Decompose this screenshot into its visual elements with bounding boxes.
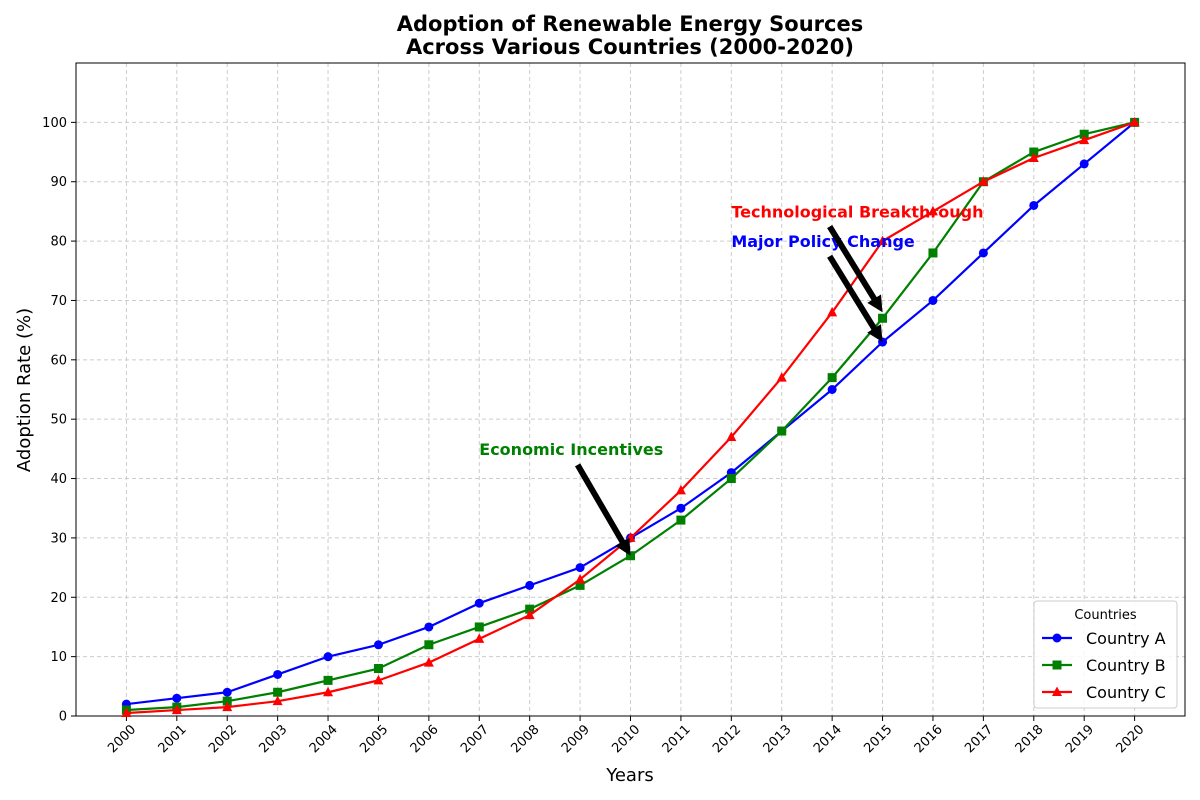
series-country-c <box>121 116 1140 718</box>
legend-title: Countries <box>1074 608 1137 623</box>
y-tick-label: 50 <box>50 413 67 428</box>
data-point-country-c <box>726 431 737 441</box>
data-point-country-a <box>928 295 938 305</box>
y-tick-label: 30 <box>50 531 67 546</box>
data-point-country-c <box>877 235 888 246</box>
legend-box <box>1033 600 1178 709</box>
data-point-country-b <box>878 313 888 323</box>
series-group <box>121 116 1140 718</box>
data-point-country-c <box>1129 116 1140 127</box>
y-tick-label: 90 <box>50 175 67 190</box>
data-point-country-c <box>1028 152 1039 162</box>
data-point-country-c <box>524 609 535 620</box>
data-point-country-c <box>776 372 787 382</box>
grid-lines <box>76 63 1185 717</box>
legend-marker-country-b <box>1052 660 1062 670</box>
data-point-country-c <box>474 633 485 643</box>
data-point-country-b <box>928 248 938 258</box>
chart-title: Adoption of Renewable Energy Sources <box>397 12 863 36</box>
data-point-country-a <box>273 669 283 679</box>
data-point-country-c <box>121 707 132 718</box>
data-point-country-c <box>575 573 586 584</box>
data-point-country-b <box>827 373 837 383</box>
data-point-country-b <box>726 474 736 484</box>
y-tick-label: 10 <box>50 650 67 665</box>
data-point-country-a <box>575 563 585 573</box>
legend-marker-country-c <box>1052 686 1062 696</box>
annotation-arrow-economic-incentives <box>575 463 631 556</box>
y-axis-label: Adoption Rate (%) <box>14 308 35 472</box>
data-point-country-a <box>827 385 837 394</box>
annotation-arrow-major-policy-change <box>827 254 883 342</box>
data-point-country-c <box>423 657 434 667</box>
data-point-country-a <box>978 248 988 258</box>
chart-subtitle: Across Various Countries (2000-2020) <box>406 35 854 59</box>
data-point-country-c <box>978 176 989 186</box>
y-tick-label: 0 <box>59 710 67 725</box>
data-point-country-a <box>474 598 484 608</box>
data-point-country-a <box>676 503 686 513</box>
data-point-country-a <box>373 640 383 650</box>
data-point-country-a <box>323 652 333 662</box>
legend: Countries Country A Country B Country C <box>1033 600 1178 709</box>
y-tick-label: 60 <box>50 353 67 368</box>
data-point-country-b <box>273 687 283 697</box>
annotation-arrow-technological-breakthrough <box>827 225 883 313</box>
annotation-economic-incentives: Economic Incentives <box>479 440 663 459</box>
x-axis-label: Years <box>605 765 654 786</box>
data-point-country-b <box>1029 147 1039 157</box>
data-point-country-b <box>222 696 232 706</box>
data-point-country-a <box>1079 159 1089 169</box>
data-point-country-b <box>474 622 484 632</box>
data-point-country-a <box>1029 200 1039 210</box>
data-point-country-c <box>323 686 334 697</box>
data-point-country-b <box>777 426 787 436</box>
data-point-country-c <box>222 701 233 712</box>
data-point-country-b <box>676 515 686 525</box>
annotation-major-policy-change: Major Policy Change <box>731 232 915 251</box>
data-point-country-b <box>525 604 535 614</box>
y-tick-label: 100 <box>42 116 67 131</box>
data-point-country-a <box>172 693 182 703</box>
data-point-country-c <box>927 205 938 216</box>
legend-label-country-b: Country B <box>1086 656 1166 675</box>
y-tick-label: 20 <box>50 591 67 606</box>
annotations-group: Economic Incentives Major Policy Change Te… <box>479 202 984 556</box>
data-point-country-c <box>272 695 283 706</box>
data-point-country-b <box>575 580 585 590</box>
y-tick-label: 40 <box>50 472 67 487</box>
data-point-country-a <box>525 580 535 590</box>
annotation-technological-breakthrough: Technological Breakthrough <box>731 202 983 221</box>
legend-marker-country-a <box>1052 633 1062 643</box>
data-point-country-b <box>626 551 635 561</box>
data-point-country-c <box>675 484 686 495</box>
data-point-country-c <box>373 674 384 685</box>
data-point-country-b <box>323 675 333 685</box>
y-tick-label: 70 <box>50 294 67 309</box>
legend-label-country-a: Country A <box>1086 629 1166 648</box>
data-point-country-c <box>1079 134 1090 145</box>
data-point-country-b <box>373 664 383 674</box>
data-point-country-b <box>424 640 434 650</box>
data-point-country-b <box>1079 129 1089 139</box>
data-point-country-a <box>424 622 434 632</box>
data-point-country-a <box>222 687 232 697</box>
data-point-country-c <box>171 704 182 715</box>
data-point-country-c <box>827 306 838 317</box>
y-tick-label: 80 <box>50 235 67 250</box>
legend-label-country-c: Country C <box>1086 683 1166 702</box>
